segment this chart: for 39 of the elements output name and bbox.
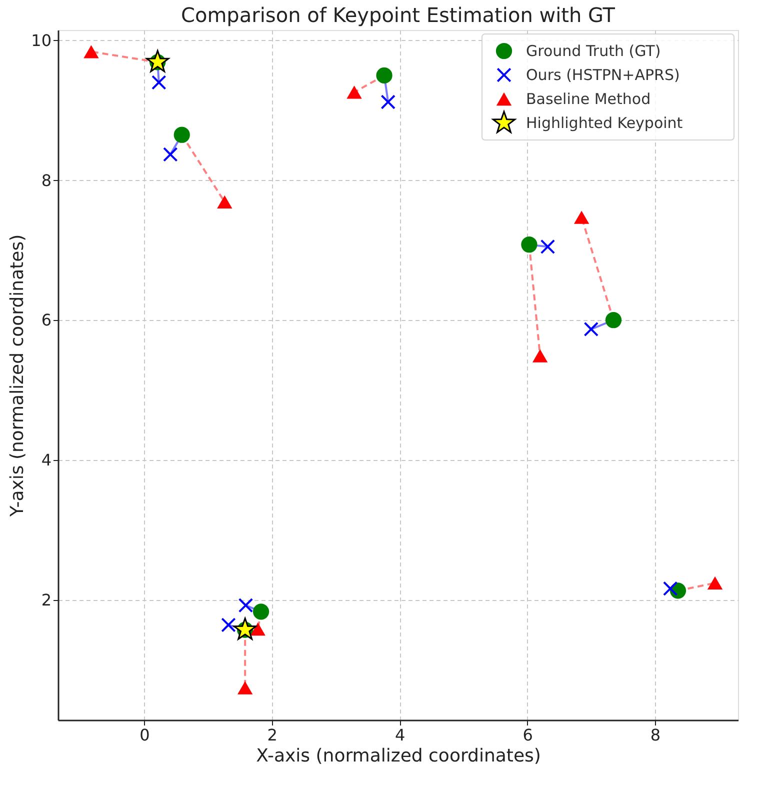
y-tick-label: 2	[41, 590, 52, 610]
point	[146, 50, 170, 72]
point	[238, 598, 253, 612]
x-tick-label: 2	[267, 726, 278, 744]
x-tick-label: 6	[522, 726, 533, 744]
y-axis-title: Y-axis (normalized coordinates)	[7, 234, 28, 518]
y-tick-label: 4	[41, 450, 52, 470]
legend-label: Highlighted Keypoint	[526, 114, 683, 132]
point	[663, 582, 678, 596]
point	[84, 45, 99, 58]
point	[381, 94, 396, 110]
legend-label: Ground Truth (GT)	[526, 42, 661, 60]
legend-label: Ours (HSTPN+APRS)	[526, 66, 680, 84]
point	[163, 147, 178, 162]
point	[233, 618, 257, 640]
x-tick-label: 0	[140, 726, 150, 744]
point	[250, 622, 266, 636]
point	[252, 604, 270, 620]
point	[221, 618, 236, 632]
y-tick-label: 10	[31, 30, 52, 50]
point	[574, 210, 590, 224]
point	[152, 75, 166, 90]
x-tick-label: 8	[650, 726, 661, 744]
point	[584, 322, 598, 336]
point	[707, 576, 723, 590]
x-axis-title: X-axis (normalized coordinates)	[256, 746, 541, 766]
point	[174, 126, 190, 143]
chart-title: Comparison of Keypoint Estimation with GT	[180, 3, 616, 27]
point	[237, 681, 253, 694]
point	[605, 312, 622, 328]
point	[346, 86, 362, 99]
point	[521, 236, 538, 253]
y-tick-label: 6	[41, 310, 52, 330]
y-tick-label: 8	[41, 170, 52, 190]
x-tick-label: 4	[395, 726, 406, 744]
point	[532, 349, 548, 362]
legend-label: Baseline Method	[526, 90, 651, 108]
point	[217, 195, 232, 209]
point	[376, 67, 392, 84]
